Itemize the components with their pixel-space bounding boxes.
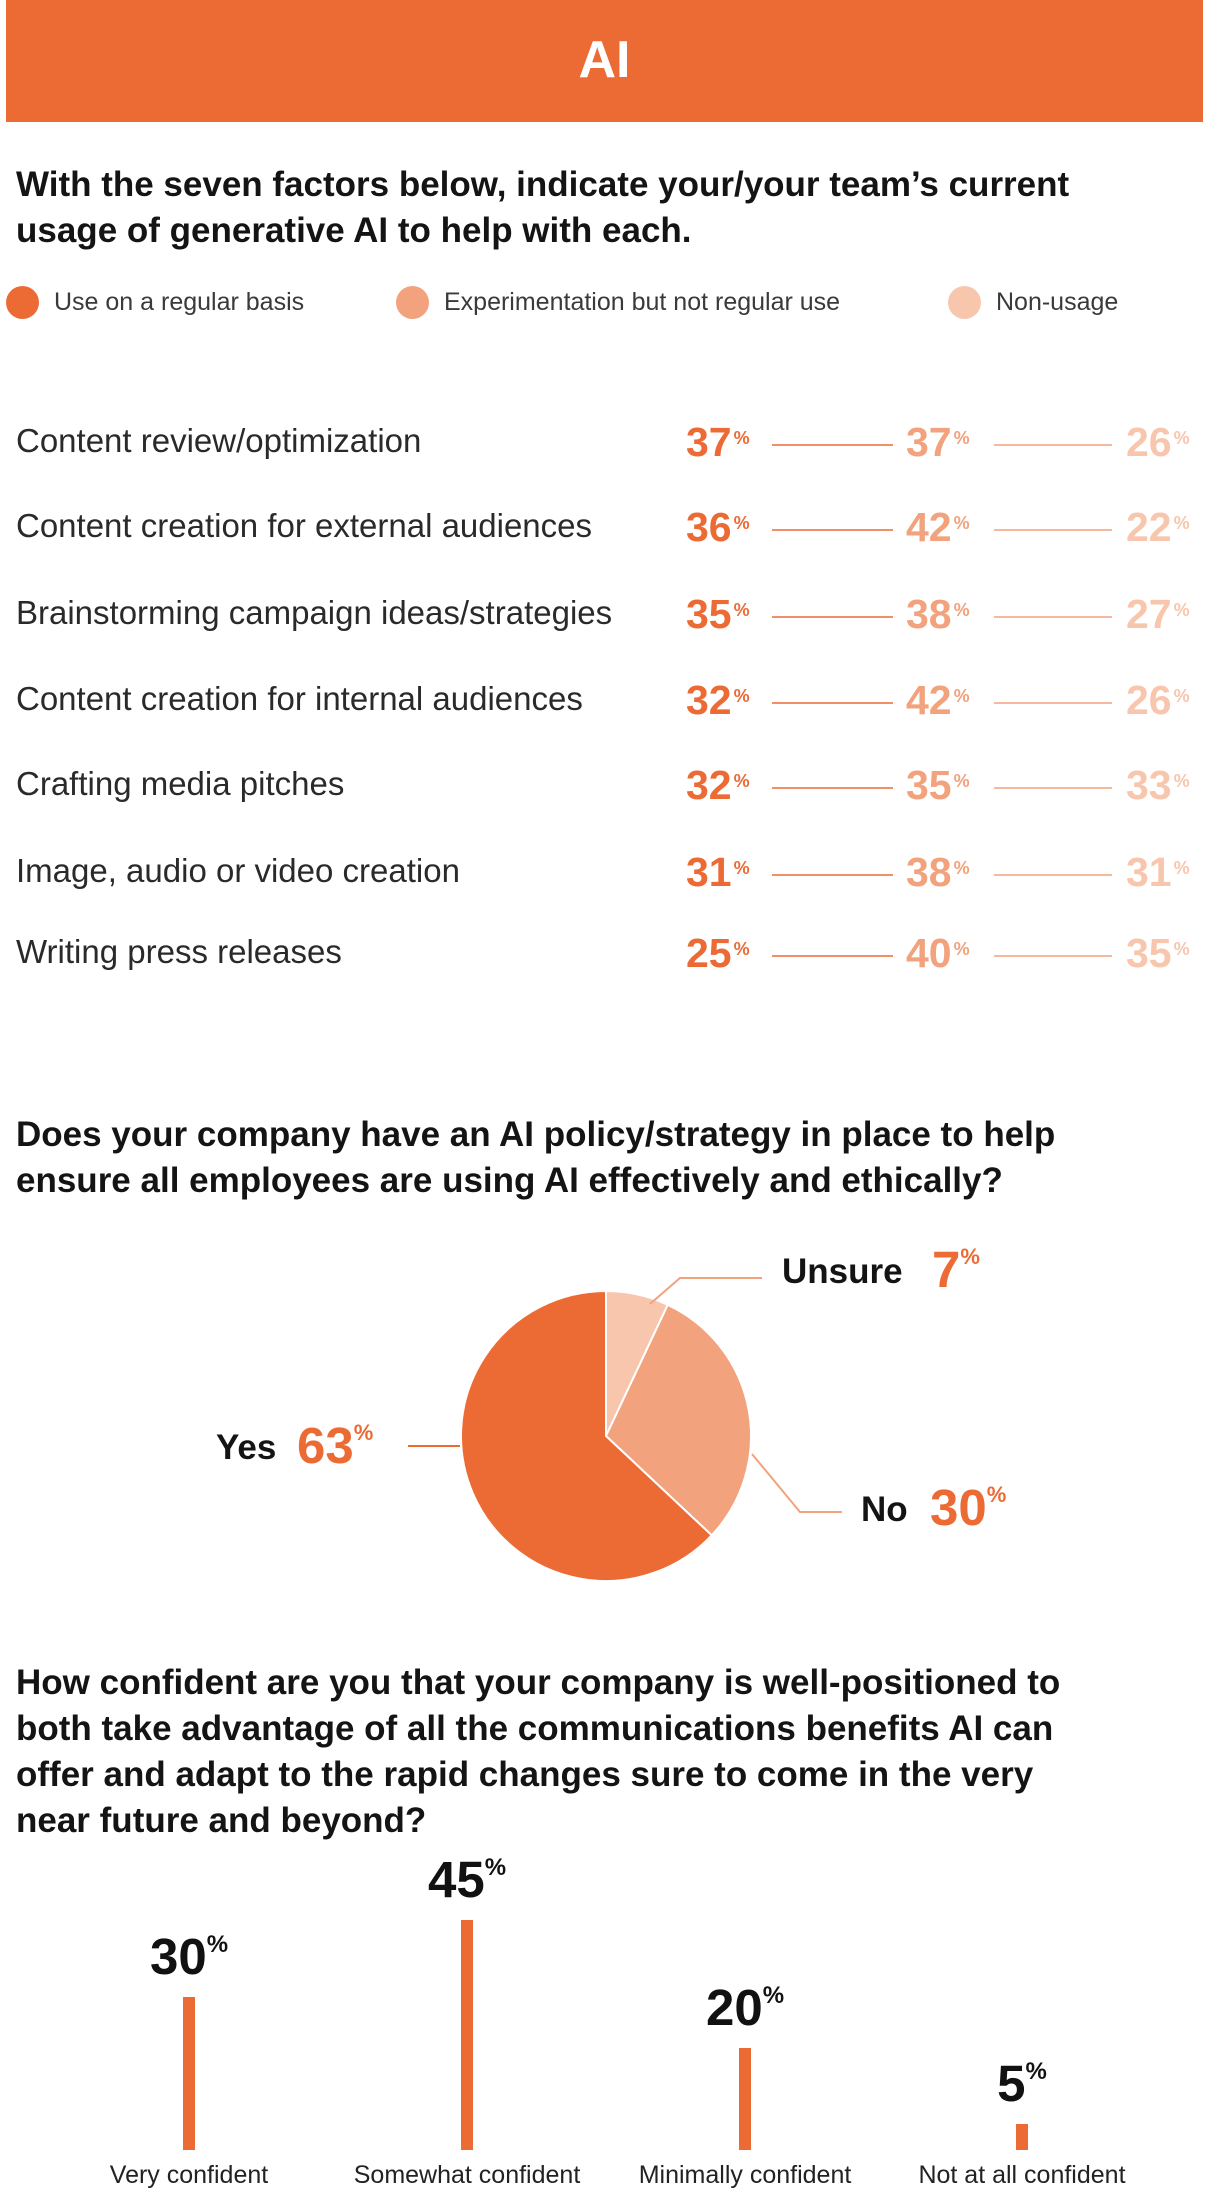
row-connector-line bbox=[994, 874, 1112, 876]
legend-item-non-usage: Non-usage bbox=[948, 282, 1118, 322]
row-value: 25% bbox=[686, 930, 750, 976]
legend-label-regular: Use on a regular basis bbox=[54, 287, 305, 316]
row-value: 42% bbox=[906, 677, 970, 723]
row-label: Brainstorming campaign ideas/strategies bbox=[16, 594, 613, 631]
row-value: 32% bbox=[686, 677, 750, 723]
bar-category-label: Not at all confident bbox=[918, 2161, 1126, 2189]
bar-category-label: Minimally confident bbox=[638, 2161, 852, 2189]
bar bbox=[183, 1996, 195, 2150]
bar bbox=[1016, 2124, 1028, 2150]
row-connector-line bbox=[994, 787, 1112, 789]
pie-value-unsure: 7% bbox=[932, 1241, 980, 1298]
legend-item-experimentation: Experimentation but not regular use bbox=[396, 282, 840, 322]
bar-value-label: 45% bbox=[427, 1851, 507, 1908]
bar-value-label: 20% bbox=[705, 1978, 785, 2036]
legend-label-experimentation: Experimentation but not regular use bbox=[444, 287, 841, 316]
row-label: Crafting media pitches bbox=[16, 765, 345, 802]
q3-title-line1: How confident are you that your company … bbox=[16, 1663, 1061, 1702]
legend-dot-non-usage bbox=[948, 285, 981, 319]
legend-label-non-usage: Non-usage bbox=[996, 287, 1119, 316]
row-value: 36% bbox=[686, 504, 750, 550]
row-value: 40% bbox=[906, 930, 970, 976]
q1-title-line2: usage of generative AI to help with each… bbox=[16, 211, 692, 250]
row-value: 26% bbox=[1126, 677, 1190, 723]
row-connector-line bbox=[772, 702, 893, 704]
row-connector-line bbox=[772, 616, 893, 618]
q1-title-line1: With the seven factors below, indicate y… bbox=[16, 165, 1070, 204]
row-connector-line bbox=[994, 616, 1112, 618]
bar bbox=[461, 1920, 473, 2150]
row-value: 38% bbox=[906, 849, 970, 895]
bar-value-label: 5% bbox=[997, 2055, 1047, 2113]
row-value: 35% bbox=[686, 591, 750, 637]
bar-value-label: 30% bbox=[149, 1927, 229, 1985]
bar-category-label: Somewhat confident bbox=[353, 2161, 581, 2189]
row-connector-line bbox=[772, 955, 893, 957]
row-value: 31% bbox=[686, 849, 750, 895]
bar-category-label: Very confident bbox=[109, 2161, 269, 2189]
q1-title: With the seven factors below, indicate y… bbox=[16, 162, 1069, 254]
bar bbox=[739, 2047, 751, 2150]
pie-label-no: No bbox=[861, 1490, 908, 1529]
legend-dot-experimentation bbox=[396, 285, 429, 319]
q3-title-line3: offer and adapt to the rapid changes sur… bbox=[16, 1755, 1034, 1794]
row-value: 22% bbox=[1126, 504, 1190, 550]
pie-slice-yes bbox=[459, 1289, 714, 1582]
row-label: Content creation for external audiences bbox=[16, 507, 593, 544]
q2-title-line1: Does your company have an AI policy/stra… bbox=[16, 1115, 1056, 1154]
row-value: 37% bbox=[686, 419, 750, 465]
policy-pie-chart bbox=[408, 1277, 842, 1582]
q2-title: Does your company have an AI policy/stra… bbox=[16, 1112, 1055, 1204]
row-connector-line bbox=[994, 702, 1112, 704]
pie-slice-no bbox=[604, 1303, 752, 1537]
row-connector-line bbox=[772, 787, 893, 789]
leader-line-unsure bbox=[649, 1277, 762, 1305]
q3-title-line4: near future and beyond? bbox=[16, 1801, 427, 1840]
legend-item-regular: Use on a regular basis bbox=[6, 282, 304, 322]
q3-title-line2: both take advantage of all the communica… bbox=[16, 1709, 1054, 1748]
q3-title: How confident are you that your company … bbox=[16, 1660, 1060, 1844]
row-label: Content review/optimization bbox=[16, 422, 422, 459]
pie-value-no: 30% bbox=[930, 1479, 1007, 1536]
row-connector-line bbox=[772, 529, 893, 531]
row-value: 42% bbox=[906, 504, 970, 550]
row-value: 27% bbox=[1126, 591, 1190, 637]
row-value: 35% bbox=[1126, 930, 1190, 976]
row-connector-line bbox=[994, 444, 1112, 446]
row-connector-line bbox=[772, 444, 893, 446]
q2-title-line2: ensure all employees are using AI effect… bbox=[16, 1161, 1003, 1200]
banner-title: AI bbox=[578, 31, 631, 89]
row-value: 38% bbox=[906, 591, 970, 637]
pie-value-yes: 63% bbox=[297, 1417, 374, 1474]
row-connector-line bbox=[994, 529, 1112, 531]
row-value: 35% bbox=[906, 762, 970, 808]
row-label: Image, audio or video creation bbox=[16, 852, 460, 889]
row-label: Writing press releases bbox=[16, 933, 342, 970]
row-value: 31% bbox=[1126, 849, 1190, 895]
pie-label-unsure: Unsure bbox=[782, 1252, 903, 1291]
row-value: 37% bbox=[906, 419, 970, 465]
leader-line-no bbox=[751, 1453, 842, 1513]
pie-label-yes: Yes bbox=[216, 1428, 277, 1467]
legend-dot-regular bbox=[6, 285, 39, 319]
row-value: 26% bbox=[1126, 419, 1190, 465]
row-value: 33% bbox=[1126, 762, 1190, 808]
header-banner: AI bbox=[6, 0, 1203, 122]
row-label: Content creation for internal audiences bbox=[16, 680, 583, 717]
row-connector-line bbox=[994, 955, 1112, 957]
row-value: 32% bbox=[686, 762, 750, 808]
row-connector-line bbox=[772, 874, 893, 876]
